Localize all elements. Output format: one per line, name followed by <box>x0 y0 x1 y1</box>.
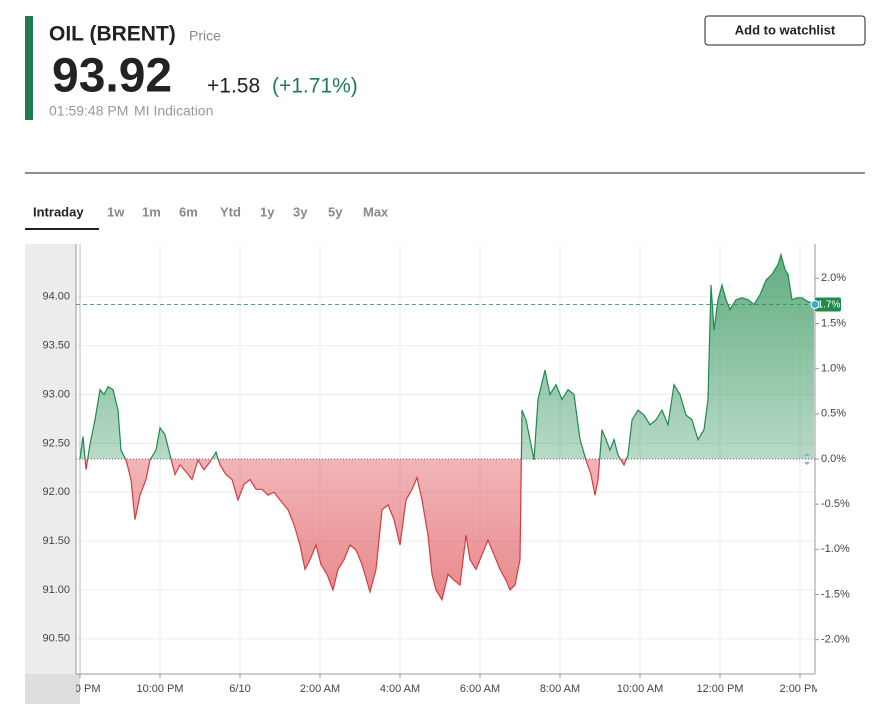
y-tick-label: 91.00 <box>42 584 70 596</box>
y-tick-label: 93.00 <box>42 388 70 400</box>
chart: 90.50 91.00 91.50 92.00 92.50 93.00 93.50 94.00… <box>42 244 850 695</box>
x-tick-label: 12:00 PM <box>696 683 743 695</box>
x-tick-label: 2:00 AM <box>300 683 340 695</box>
current-badge <box>815 297 841 312</box>
timestamp: 01:59:48 PM <box>49 103 128 119</box>
y2-tick-label: -1.5% <box>821 588 850 600</box>
y2-tick-label: 0.0% <box>821 453 846 465</box>
price: 93.92 <box>52 50 172 103</box>
y2-tick-label: 1.5% <box>821 317 846 329</box>
baseline-handle <box>804 453 810 465</box>
area-up <box>80 254 814 459</box>
axis-panel-bottom <box>25 674 80 704</box>
price-label: Price <box>189 28 221 44</box>
area-down <box>80 459 814 600</box>
y-tick-label: 93.50 <box>42 340 70 352</box>
tab[interactable]: 1y <box>260 204 275 219</box>
y2-tick-label: -2.0% <box>821 634 850 646</box>
price-change: +1.58 <box>207 75 260 98</box>
x-tick-label: 8:00 PM <box>60 683 101 695</box>
x-tick-label: 10:00 AM <box>617 683 663 695</box>
tabs: Intraday 1w 1m 6m Ytd 1y 3y 5y Max <box>25 204 389 230</box>
tab[interactable]: 5y <box>328 204 343 219</box>
tab[interactable]: Intraday <box>33 204 84 219</box>
x-tick-label: 2:00 PM <box>780 683 821 695</box>
line-down <box>80 459 628 602</box>
tab[interactable]: 1m <box>142 204 161 219</box>
price-change-pct: (+1.71%) <box>272 75 358 98</box>
y-tick-label: 90.50 <box>42 633 70 645</box>
y2-tick-label: 1.0% <box>821 363 846 375</box>
x-tick-label: 6:00 AM <box>460 683 500 695</box>
x-tick-label: 8:00 AM <box>540 683 580 695</box>
y2-tick-label: 2.0% <box>821 272 846 284</box>
y2-tick-label: -0.5% <box>821 498 850 510</box>
x-tick-labels: 8:00 PM 10:00 PM 6/10 2:00 AM 4:00 AM 6:00 AM… <box>60 683 821 695</box>
x-tick-label: 10:00 PM <box>136 683 183 695</box>
tab[interactable]: 3y <box>293 204 308 219</box>
watchlist-button[interactable]: Add to watchlist <box>704 15 866 46</box>
y-tick-label: 94.00 <box>42 291 70 303</box>
y-tick-label: 92.50 <box>42 437 70 449</box>
symbol: OIL (BRENT) <box>49 23 176 46</box>
x-tick-label: 6/10 <box>229 683 250 695</box>
source: MI Indication <box>134 103 213 119</box>
y2-tick-label: -1.0% <box>821 543 850 555</box>
current-dot <box>810 300 820 310</box>
line-up <box>79 252 815 459</box>
tab[interactable]: 1w <box>107 204 125 219</box>
tab[interactable]: 6m <box>179 204 198 219</box>
y2-tick-label: 0.5% <box>821 408 846 420</box>
tab[interactable]: Max <box>363 204 389 219</box>
accent-bar <box>25 16 33 120</box>
y-tick-label: 92.00 <box>42 486 70 498</box>
watchlist-button-label[interactable]: Add to watchlist <box>735 22 836 37</box>
axis-panel <box>25 244 76 704</box>
y-tick-label: 91.50 <box>42 535 70 547</box>
current-badge-label: 1.7% <box>818 300 841 311</box>
tab[interactable]: Ytd <box>220 204 241 219</box>
x-tick-label: 4:00 AM <box>380 683 420 695</box>
